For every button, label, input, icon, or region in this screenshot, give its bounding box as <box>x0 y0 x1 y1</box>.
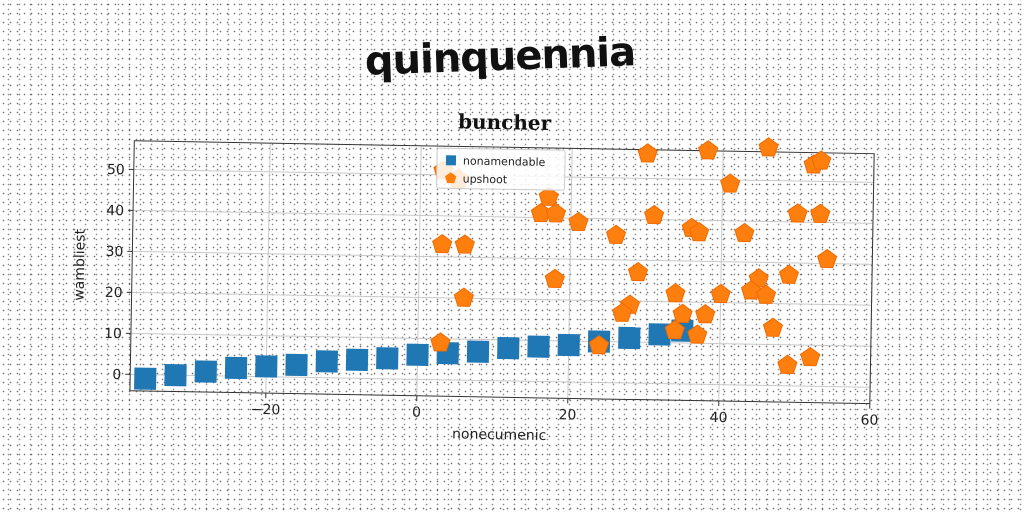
upshoot-point <box>755 284 777 304</box>
x-gridline <box>567 148 573 399</box>
x-tick-label: 0 <box>412 405 421 421</box>
nonamendable-point <box>134 367 157 390</box>
nonamendable-point <box>618 326 641 350</box>
legend-swatch-upshoot <box>445 172 457 184</box>
nonamendable-point <box>406 343 429 366</box>
nonamendable-point <box>255 355 278 378</box>
y-tick-label: 50 <box>107 162 125 178</box>
legend-swatch-nonamendable <box>445 155 457 166</box>
scatter-chart: −20 0 20 40 60 0 10 20 30 40 50 buncher nonecumeni… <box>71 109 879 444</box>
y-gridline <box>132 250 873 265</box>
nonamendable-point <box>466 340 490 363</box>
upshoot-point <box>637 143 658 163</box>
nonamendable-point <box>497 336 520 360</box>
upshoot-point <box>672 303 693 323</box>
y-tick-label: 0 <box>112 367 121 383</box>
nonamendable-point <box>527 335 550 358</box>
nonamendable-point <box>315 350 338 373</box>
upshoot-point <box>787 203 808 223</box>
upshoot-point <box>453 287 475 307</box>
x-gridline <box>718 151 724 402</box>
nonamendable-point <box>224 356 248 380</box>
upshoot-point <box>810 203 831 223</box>
tick-layer: −20 0 20 40 60 0 10 20 30 40 50 <box>104 162 879 429</box>
upshoot-point <box>777 354 798 375</box>
upshoot-point <box>720 173 741 193</box>
upshoot-point <box>644 204 665 225</box>
x-tick-label: −20 <box>251 402 281 419</box>
y-gridline <box>130 373 871 388</box>
legend: nonamendable upshoot <box>436 147 566 191</box>
upshoot-point <box>454 234 475 254</box>
plot-frame <box>129 140 875 405</box>
upshoot-point <box>816 248 838 269</box>
upshoot-point <box>612 302 633 322</box>
nonamendable-point <box>194 360 217 383</box>
nonamendable-point <box>345 348 369 372</box>
x-tick-label: 40 <box>709 410 727 426</box>
y-tick-label: 20 <box>105 285 123 301</box>
upshoot-point <box>687 324 708 344</box>
upshoot-point <box>710 283 731 304</box>
figure-title: quinquennia <box>364 29 636 85</box>
upshoot-point <box>778 264 800 284</box>
upshoot-point <box>665 283 686 303</box>
upshoot-point <box>698 140 719 160</box>
x-axis-label: nonecumenic <box>452 426 546 444</box>
upshoot-point <box>605 224 627 244</box>
nonamendable-point <box>557 333 580 357</box>
y-tick-label: 40 <box>106 203 124 219</box>
upshoot-point <box>695 304 716 324</box>
upshoot-point <box>758 137 779 157</box>
y-gridline <box>131 291 872 306</box>
series-layer <box>134 137 838 390</box>
upshoot-point <box>740 280 762 300</box>
x-gridline <box>265 143 271 394</box>
upshoot-point <box>664 319 685 340</box>
y-gridline <box>133 209 873 224</box>
nonamendable-point <box>285 353 308 377</box>
x-tick-label: 60 <box>860 412 878 428</box>
upshoot-point <box>538 186 559 206</box>
nonamendable-point <box>164 363 187 387</box>
upshoot-point <box>432 233 453 254</box>
upshoot-point <box>588 334 610 355</box>
nonamendable-point <box>648 323 671 346</box>
upshoot-point <box>734 222 755 243</box>
upshoot-point <box>568 211 589 232</box>
legend-label-nonamendable: nonamendable <box>463 155 546 169</box>
chart-container: −20 0 20 40 60 0 10 20 30 40 50 buncher nonecumeni… <box>57 88 923 463</box>
legend-box <box>436 147 566 191</box>
legend-label-upshoot: upshoot <box>463 173 508 187</box>
x-tick-label: 20 <box>558 407 576 423</box>
upshoot-point <box>544 268 565 288</box>
upshoot-point <box>811 150 832 170</box>
upshoot-point <box>545 203 567 223</box>
nonamendable-point <box>376 347 399 370</box>
y-tick-label: 30 <box>105 244 123 260</box>
upshoot-point <box>430 332 451 352</box>
y-axis-label: wambliest <box>71 228 88 301</box>
upshoot-point <box>627 261 649 282</box>
upshoot-point <box>762 317 784 337</box>
y-tick-label: 10 <box>104 326 122 342</box>
upshoot-point <box>800 346 821 367</box>
upshoot-point <box>689 222 710 242</box>
chart-title: buncher <box>458 109 552 135</box>
